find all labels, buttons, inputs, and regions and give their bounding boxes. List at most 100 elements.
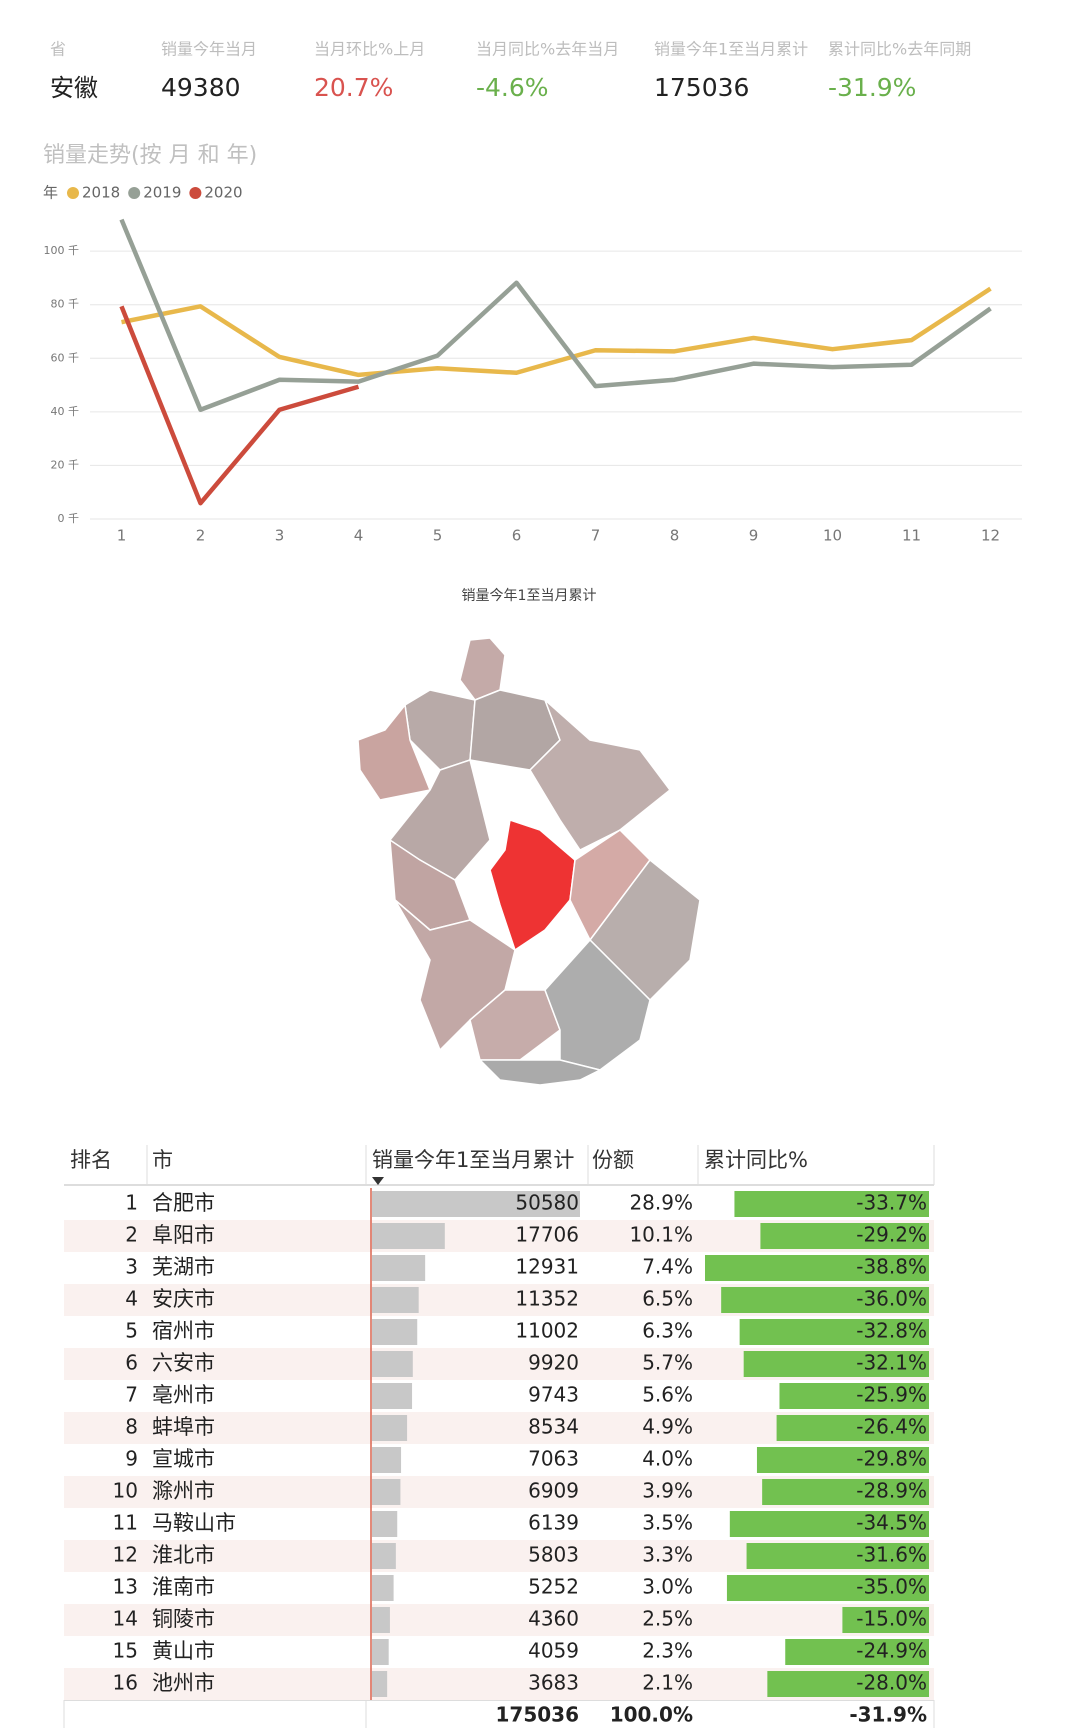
legend-label: 2019 [143, 184, 181, 202]
city: 池州市 [152, 1671, 215, 1695]
city: 黄山市 [152, 1639, 215, 1663]
yoy-bar [729, 1511, 929, 1537]
rank: 15 [113, 1639, 138, 1663]
kpi-header: 当月环比%上月 [314, 40, 425, 59]
sales: 6139 [528, 1511, 579, 1535]
share: 3.9% [642, 1479, 693, 1503]
yoy: -29.2% [856, 1223, 927, 1247]
yoy-bar [721, 1287, 929, 1313]
rank: 12 [113, 1543, 138, 1567]
column-header: 销量今年1至当月累计 [372, 1148, 574, 1172]
column-header: 累计同比% [704, 1148, 808, 1172]
city: 安庆市 [152, 1287, 215, 1311]
yoy: -34.5% [856, 1511, 927, 1535]
line-series [121, 286, 992, 378]
sales-bar [372, 1607, 390, 1633]
yoy-bar [726, 1575, 929, 1601]
legend-swatch [189, 187, 202, 199]
sales: 12931 [515, 1255, 579, 1279]
share: 4.9% [642, 1415, 693, 1439]
sales-bar [372, 1575, 394, 1601]
kpi-header: 销量今年1至当月累计 [654, 40, 808, 59]
row-stripe [64, 1604, 934, 1636]
map-region [478, 1059, 603, 1086]
line-series [119, 305, 360, 506]
rank: 8 [125, 1415, 138, 1439]
legend-label: 2018 [82, 184, 120, 202]
column-header: 排名 [70, 1148, 112, 1172]
yoy: -36.0% [856, 1287, 927, 1311]
y-tick-label: 100 千 [44, 244, 80, 257]
x-tick-label: 12 [981, 527, 1000, 545]
share: 6.3% [642, 1319, 693, 1343]
sales: 5252 [528, 1575, 579, 1599]
map [357, 637, 701, 1086]
rank: 16 [113, 1671, 138, 1695]
sales-bar [372, 1479, 401, 1505]
x-tick-label: 1 [117, 527, 127, 545]
share: 2.1% [642, 1671, 693, 1695]
sales-bar [372, 1255, 426, 1281]
share: 7.4% [642, 1255, 693, 1279]
x-tick-label: 2 [196, 527, 206, 545]
share: 3.0% [642, 1575, 693, 1599]
yoy: -33.7% [856, 1191, 927, 1215]
rank: 2 [125, 1223, 138, 1247]
city: 马鞍山市 [152, 1511, 236, 1535]
sales: 11352 [515, 1287, 579, 1311]
yoy: -29.8% [856, 1447, 927, 1471]
map-title: 销量今年1至当月累计 [462, 588, 597, 604]
y-tick-label: 80 千 [51, 298, 80, 311]
x-tick-label: 6 [512, 527, 522, 545]
y-tick-label: 20 千 [51, 458, 80, 471]
legend-swatch [128, 187, 141, 199]
yoy-bar [842, 1607, 929, 1633]
y-tick-label: 40 千 [51, 405, 80, 418]
yoy-bar [762, 1479, 929, 1505]
city: 阜阳市 [152, 1223, 215, 1247]
x-tick-label: 3 [275, 527, 285, 545]
sales-bar [372, 1543, 396, 1569]
chart-title: 销量走势(按 月 和 年) [43, 143, 257, 168]
yoy: -28.9% [856, 1479, 927, 1503]
sales-bar [372, 1287, 419, 1313]
sales-bar [372, 1383, 413, 1409]
city: 六安市 [152, 1351, 215, 1375]
total-yoy: -31.9% [849, 1703, 927, 1727]
column-header: 份额 [592, 1148, 634, 1172]
yoy-bar [767, 1671, 929, 1697]
city: 宿州市 [152, 1319, 215, 1343]
yoy: -25.9% [856, 1383, 927, 1407]
rank: 10 [113, 1479, 138, 1503]
map-region [529, 699, 672, 851]
sales-bar [372, 1223, 445, 1249]
sales-bar [372, 1671, 388, 1697]
share: 3.5% [642, 1511, 693, 1535]
kpi-value: 175036 [654, 73, 749, 102]
share: 3.3% [642, 1543, 693, 1567]
yoy: -26.4% [856, 1415, 927, 1439]
sales: 9920 [528, 1351, 579, 1375]
share: 10.1% [629, 1223, 693, 1247]
kpi-header: 销量今年当月 [161, 40, 257, 59]
rank: 13 [113, 1575, 138, 1599]
sales: 5803 [528, 1543, 579, 1567]
x-tick-label: 5 [433, 527, 443, 545]
x-tick-label: 10 [823, 527, 842, 545]
city: 淮南市 [152, 1575, 215, 1599]
city: 淮北市 [152, 1543, 215, 1567]
yoy: -32.8% [856, 1319, 927, 1343]
sales-bar [372, 1319, 418, 1345]
rank: 14 [113, 1607, 138, 1631]
rank: 9 [125, 1447, 138, 1471]
kpi-header: 省 [50, 40, 66, 59]
total-share: 100.0% [610, 1703, 693, 1727]
share: 5.7% [642, 1351, 693, 1375]
yoy: -35.0% [856, 1575, 927, 1599]
yoy-bar [779, 1383, 929, 1409]
kpi-value: 安徽 [50, 74, 98, 102]
y-tick-label: 60 千 [51, 351, 80, 364]
kpi-value: 49380 [161, 73, 241, 102]
x-tick-label: 7 [591, 527, 601, 545]
